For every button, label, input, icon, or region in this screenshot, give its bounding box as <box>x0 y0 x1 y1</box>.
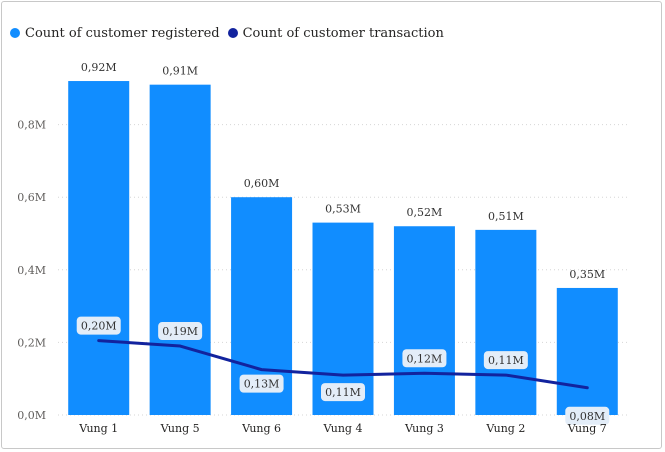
line-data-label-bg <box>239 374 284 393</box>
line-data-label-bg <box>402 349 447 368</box>
x-category-label: Vung 7 <box>567 422 607 435</box>
x-category-label: Vung 1 <box>78 422 118 435</box>
y-tick-label: 0,0M <box>17 409 46 422</box>
transaction-line <box>97 339 589 390</box>
bar-data-label: 0,91M <box>162 65 198 78</box>
x-category-label: Vung 5 <box>160 422 200 435</box>
line-data-label: 0,13M <box>244 378 280 391</box>
line-data-label: 0,20M <box>81 320 117 333</box>
line-data-label: 0,19M <box>162 325 198 338</box>
line-data-label: 0,11M <box>488 354 524 367</box>
line-data-label-bg <box>321 383 365 402</box>
bar-data-label: 0,53M <box>325 203 361 216</box>
line-data-label-bg <box>76 316 121 335</box>
bar-data-label: 0,35M <box>569 268 605 281</box>
line-transaction <box>97 339 589 390</box>
legend-label-registered: Count of customer registered <box>25 25 220 41</box>
bar-registered <box>149 84 211 416</box>
x-category-label: Vung 6 <box>241 422 281 435</box>
bar-data-label: 0,51M <box>488 210 524 223</box>
line-data-label-bg <box>483 351 528 370</box>
y-tick-label: 0,4M <box>17 264 46 277</box>
bar-data-label: 0,52M <box>407 206 443 219</box>
legend-item-transaction[interactable]: Count of customer transaction <box>227 25 444 41</box>
bar-registered <box>393 226 455 415</box>
line-data-label: 0,11M <box>325 386 361 399</box>
legend-marker-registered <box>10 28 20 38</box>
bar-registered <box>556 287 618 415</box>
bar-registered <box>68 81 130 415</box>
x-category-label: Vung 4 <box>323 422 363 435</box>
bar-data-labels: 0,92M 0,91M 0,60M 0,53M 0,52M 0,51M 0,35M <box>81 61 605 281</box>
y-axis-ticks: 0,0M 0,2M 0,4M 0,6M 0,8M <box>17 119 46 422</box>
bar-data-label: 0,60M <box>244 177 280 190</box>
line-data-label-bg <box>158 322 203 341</box>
y-tick-label: 0,6M <box>17 191 46 204</box>
x-category-label: Vung 2 <box>485 422 525 435</box>
x-category-label: Vung 3 <box>404 422 444 435</box>
legend-item-registered[interactable]: Count of customer registered <box>10 26 220 41</box>
bar-registered <box>475 229 537 415</box>
line-data-label: 0,08M <box>569 410 605 423</box>
bar-registered <box>312 222 374 415</box>
legend: Count of customer registered Count of cu… <box>10 24 452 42</box>
legend-label-transaction: Count of customer transaction <box>242 25 444 41</box>
y-tick-label: 0,8M <box>17 119 46 132</box>
bars <box>68 81 618 416</box>
bar-data-label: 0,92M <box>81 61 117 74</box>
line-data-label-bg <box>565 406 610 425</box>
x-axis-categories: Vung 1 Vung 5 Vung 6 Vung 4 Vung 3 Vung 2 Vung… <box>78 422 607 435</box>
line-data-labels: 0,20M 0,19M 0,13M 0,11M 0,12M 0,11M 0,08M <box>76 316 610 425</box>
legend-marker-transaction <box>227 28 238 38</box>
line-data-label: 0,12M <box>407 352 443 365</box>
y-tick-label: 0,2M <box>17 336 46 349</box>
